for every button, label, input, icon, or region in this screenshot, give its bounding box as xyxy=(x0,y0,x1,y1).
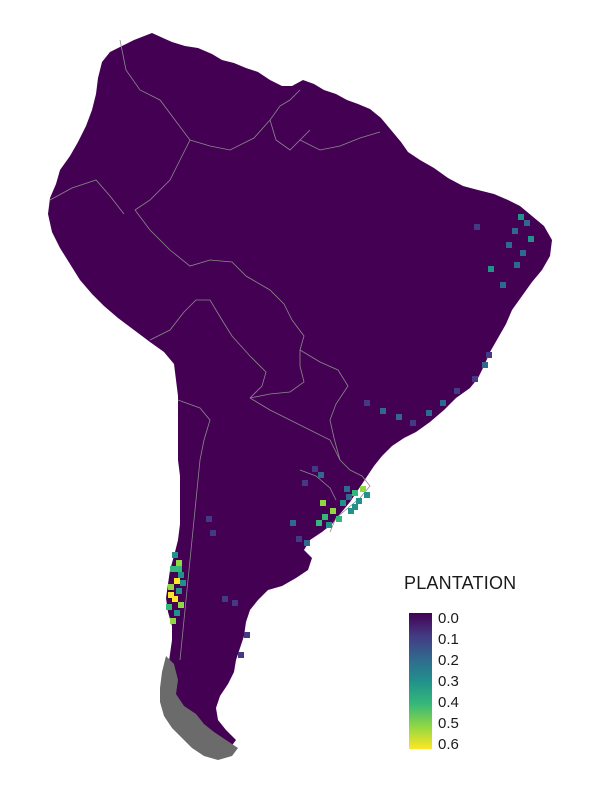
plantation-cell xyxy=(178,602,184,608)
plantation-cell xyxy=(348,508,354,514)
plantation-cell xyxy=(206,516,212,522)
plantation-cell xyxy=(178,572,184,578)
legend-tick-label: 0.5 xyxy=(438,715,459,732)
plantation-cell xyxy=(500,282,506,288)
plantation-cell xyxy=(396,414,402,420)
plantation-cell xyxy=(172,552,178,558)
plantation-cell xyxy=(326,522,332,528)
plantation-cell xyxy=(176,566,182,572)
plantation-cell xyxy=(524,220,530,226)
plantation-cell xyxy=(180,580,186,586)
southern-islands-nodata xyxy=(160,656,238,760)
plantation-cell xyxy=(320,500,326,506)
legend-title: PLANTATION xyxy=(404,573,517,593)
plantation-cell xyxy=(330,508,336,514)
plantation-cell xyxy=(212,592,218,598)
plantation-cell xyxy=(170,618,176,624)
plantation-cell xyxy=(238,652,244,658)
plantation-cell xyxy=(170,566,176,572)
plantation-cell xyxy=(232,600,238,606)
plantation-cell xyxy=(222,596,228,602)
legend-tick-label: 0.0 xyxy=(438,610,459,627)
plantation-cell xyxy=(210,530,216,536)
plantation-cell xyxy=(168,592,174,598)
plantation-cell xyxy=(528,236,534,242)
plantation-cell xyxy=(512,228,518,234)
plantation-cell xyxy=(454,388,460,394)
plantation-cell xyxy=(290,520,296,526)
plantation-cell xyxy=(174,610,180,616)
plantation-cell xyxy=(346,494,352,500)
plantation-cell xyxy=(410,420,416,426)
plantation-cell xyxy=(302,480,308,486)
plantation-cell xyxy=(364,400,370,406)
plantation-hotspot-cells xyxy=(166,214,534,658)
plantation-cell xyxy=(340,500,346,506)
plantation-cell xyxy=(336,516,342,522)
legend-tick-label: 0.4 xyxy=(438,694,459,711)
plantation-cell xyxy=(244,632,250,638)
plantation-cell xyxy=(176,588,182,594)
plantation-cell xyxy=(440,400,446,406)
legend-tick-label: 0.2 xyxy=(438,652,459,669)
plantation-cell xyxy=(322,514,328,520)
plantation-cell xyxy=(364,492,370,498)
plantation-cell xyxy=(506,242,512,248)
plantation-cell xyxy=(482,362,488,368)
legend: PLANTATION 0.0 0.1 0.2 0.3 0.4 0.5 0.6 xyxy=(404,573,584,763)
plantation-cell xyxy=(486,352,492,358)
plantation-cell xyxy=(426,410,432,416)
plantation-cell xyxy=(520,250,526,256)
legend-tick-label: 0.6 xyxy=(438,736,459,753)
plantation-cell xyxy=(360,486,366,492)
plantation-cell xyxy=(472,376,478,382)
plantation-cell xyxy=(316,520,322,526)
plantation-cell xyxy=(318,472,324,478)
legend-colorbar xyxy=(409,613,432,749)
plantation-cell xyxy=(514,262,520,268)
plantation-cell xyxy=(344,486,350,492)
legend-tick-label: 0.3 xyxy=(438,673,459,690)
plantation-cell xyxy=(380,408,386,414)
plantation-cell xyxy=(352,504,358,510)
plantation-cell xyxy=(166,604,172,610)
plantation-cell xyxy=(312,466,318,472)
plantation-cell xyxy=(518,214,524,220)
plantation-cell xyxy=(172,596,178,602)
plantation-cell xyxy=(356,498,362,504)
plantation-cell xyxy=(296,536,302,542)
plantation-cell xyxy=(176,560,182,566)
plantation-cell xyxy=(174,578,180,584)
plantation-cell xyxy=(474,224,480,230)
plantation-cell xyxy=(304,540,310,546)
plantation-cell xyxy=(488,266,494,272)
plantation-cell xyxy=(352,490,358,496)
legend-tick-label: 0.1 xyxy=(438,631,459,648)
plantation-cell xyxy=(168,584,174,590)
